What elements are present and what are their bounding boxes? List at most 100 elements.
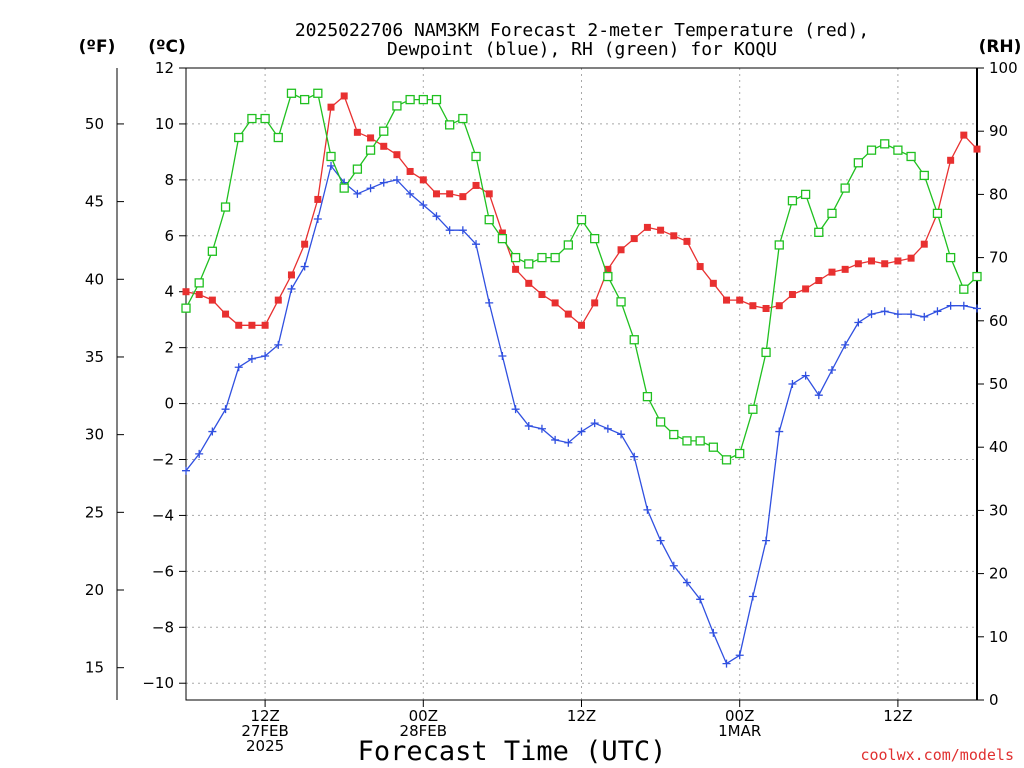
data-point [946, 301, 955, 310]
x-tick-label: 28FEB [400, 722, 447, 740]
data-point [485, 190, 493, 198]
rh-tick-label: 80 [989, 185, 1008, 203]
fahrenheit-tick-label: 35 [85, 348, 104, 366]
data-point [669, 429, 679, 440]
data-point [696, 263, 704, 271]
data-point [472, 240, 481, 249]
data-point [722, 659, 731, 668]
data-point [498, 352, 507, 361]
data-point [748, 592, 757, 601]
data-point [367, 134, 375, 142]
fahrenheit-tick-label: 25 [85, 503, 104, 521]
data-point [907, 254, 915, 262]
celsius-tick-label: −10 [142, 674, 174, 692]
data-point [853, 158, 863, 168]
data-point [629, 335, 639, 345]
celsius-tick-label: −6 [152, 562, 174, 580]
data-point [866, 145, 877, 155]
data-point [445, 226, 454, 235]
celsius-tick-label: 2 [164, 339, 174, 357]
data-point [893, 145, 903, 155]
data-point [365, 145, 376, 155]
data-point [880, 139, 890, 149]
data-point [471, 151, 481, 162]
axes [116, 67, 984, 707]
data-point [682, 436, 692, 446]
data-point [932, 208, 943, 219]
data-point [775, 427, 784, 436]
data-point [670, 232, 678, 240]
x-tick-label: 1MAR [718, 722, 761, 740]
data-point [537, 424, 546, 433]
data-point [657, 226, 665, 234]
series-dewpoint [182, 161, 981, 668]
data-point [590, 233, 600, 244]
data-point [578, 321, 585, 329]
celsius-tick-label: −2 [152, 451, 174, 469]
rh-tick-label: 100 [989, 59, 1018, 77]
data-point [788, 291, 796, 299]
data-point [221, 405, 230, 414]
data-point [551, 299, 559, 307]
data-point [945, 252, 956, 263]
data-point [656, 536, 665, 545]
data-point [973, 304, 981, 313]
data-point [959, 284, 969, 294]
data-point [749, 302, 757, 310]
data-point [379, 126, 389, 136]
data-point [406, 189, 415, 198]
data-point [604, 265, 612, 273]
data-point [841, 265, 849, 273]
data-point [247, 354, 256, 363]
rh-tick-label: 50 [989, 375, 1008, 393]
data-point [682, 578, 691, 587]
data-point [366, 184, 375, 193]
data-point [643, 223, 651, 231]
data-point [630, 452, 639, 461]
data-point [894, 257, 902, 265]
data-point [563, 240, 573, 250]
data-point [512, 265, 520, 273]
data-point [564, 438, 573, 447]
data-point [827, 208, 837, 219]
fahrenheit-axis-label: (ºF) [79, 37, 116, 57]
data-point [616, 297, 626, 307]
rh-tick-label: 0 [989, 691, 999, 709]
data-point [814, 391, 823, 400]
data-point [380, 142, 388, 150]
data-point [828, 268, 836, 276]
data-point [708, 442, 718, 452]
x-tick-label: 2025 [246, 737, 284, 755]
data-point [762, 536, 771, 545]
data-point [920, 240, 928, 248]
data-point [459, 193, 467, 201]
data-point [841, 340, 850, 349]
data-point [392, 101, 402, 111]
data-point [630, 235, 638, 243]
x-tick-label: 00Z [409, 707, 438, 725]
chart-title-line2: Dewpoint (blue), RH (green) for KOQU [387, 39, 777, 60]
data-point [498, 229, 506, 237]
data-point [736, 296, 744, 304]
rh-tick-label: 60 [989, 312, 1008, 330]
data-point [445, 120, 455, 130]
data-point [234, 132, 244, 143]
data-point [379, 178, 388, 187]
data-point [721, 455, 732, 465]
fahrenheit-tick-label: 20 [85, 581, 104, 599]
data-point [854, 260, 862, 268]
data-point [327, 103, 335, 111]
data-point [683, 237, 691, 245]
data-point [617, 246, 625, 254]
data-point [510, 252, 521, 263]
celsius-tick-label: 0 [164, 395, 174, 413]
data-point [195, 449, 204, 458]
rh-tick-label: 20 [989, 565, 1008, 583]
data-point [405, 94, 415, 105]
data-point [431, 94, 442, 105]
x-tick-label: 12Z [250, 707, 279, 725]
data-point [220, 202, 231, 212]
data-point [880, 307, 889, 316]
data-point [590, 419, 599, 428]
